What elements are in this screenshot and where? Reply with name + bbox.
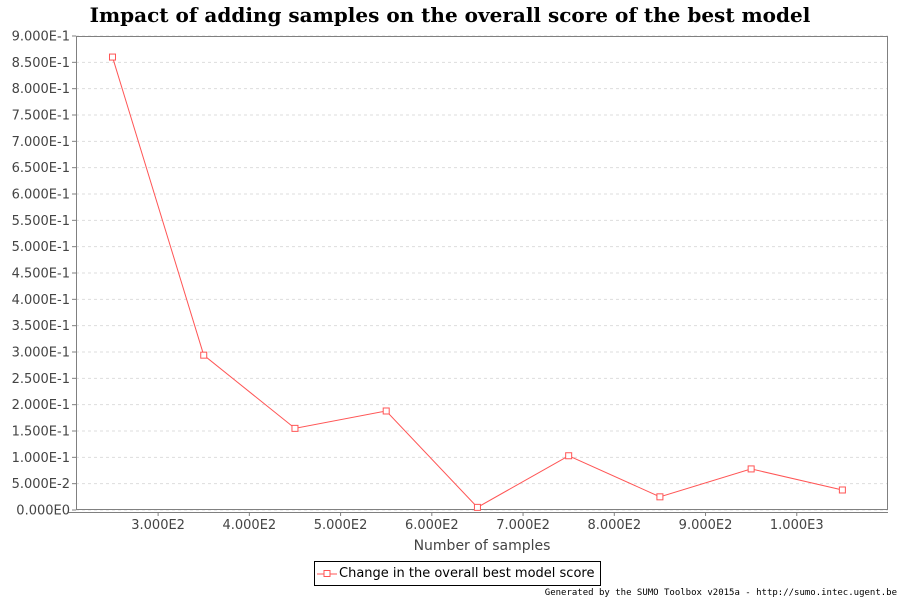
data-point	[108, 53, 116, 61]
y-tick-label: 9.000E-1	[12, 30, 70, 45]
y-tick-label: 1.500E-1	[12, 425, 70, 440]
y-tick-label: 3.500E-1	[12, 319, 70, 334]
x-axis-label: Number of samples	[414, 538, 551, 554]
data-point	[838, 486, 846, 494]
data-point	[291, 424, 299, 432]
x-tick-label: 8.000E2	[587, 518, 641, 533]
x-tick-label: 4.000E2	[222, 518, 276, 533]
legend-series-label: Change in the overall best model score	[339, 566, 595, 581]
y-tick-label: 8.500E-1	[12, 56, 70, 71]
x-tick-label: 7.000E2	[496, 518, 550, 533]
x-tick-label: 9.000E2	[679, 518, 733, 533]
y-tick-label: 3.000E-1	[12, 346, 70, 361]
x-tick-label: 3.000E2	[131, 518, 185, 533]
data-point	[382, 407, 390, 415]
y-tick-label: 8.000E-1	[12, 82, 70, 97]
y-tick-label: 2.500E-1	[12, 372, 70, 387]
y-tick-label: 7.500E-1	[12, 109, 70, 124]
plot-area	[76, 36, 888, 510]
y-tick-label: 5.000E-1	[12, 240, 70, 255]
y-tick-label: 4.500E-1	[12, 267, 70, 282]
chart-title: Impact of adding samples on the overall …	[89, 3, 811, 27]
y-tick-label: 0.000E0	[16, 504, 70, 519]
x-tick-label: 1.000E3	[770, 518, 824, 533]
y-tick-label: 5.000E-2	[12, 477, 70, 492]
data-point	[473, 503, 481, 511]
y-tick-label: 6.000E-1	[12, 188, 70, 203]
legend-series-marker-icon	[317, 567, 337, 581]
x-tick-label: 5.000E2	[314, 518, 368, 533]
y-tick-label: 1.000E-1	[12, 451, 70, 466]
credit-text: Generated by the SUMO Toolbox v2015a - h…	[544, 588, 897, 598]
y-tick-label: 2.000E-1	[12, 398, 70, 413]
data-point	[565, 452, 573, 460]
plot-border	[76, 36, 888, 510]
data-point	[747, 465, 755, 473]
y-tick-label: 4.000E-1	[12, 293, 70, 308]
data-point	[656, 493, 664, 501]
x-tick-label: 6.000E2	[405, 518, 459, 533]
y-tick-label: 5.500E-1	[12, 214, 70, 229]
y-tick-label: 7.000E-1	[12, 135, 70, 150]
legend: Change in the overall best model score	[314, 561, 602, 586]
y-tick-label: 6.500E-1	[12, 161, 70, 176]
data-point	[200, 351, 208, 359]
